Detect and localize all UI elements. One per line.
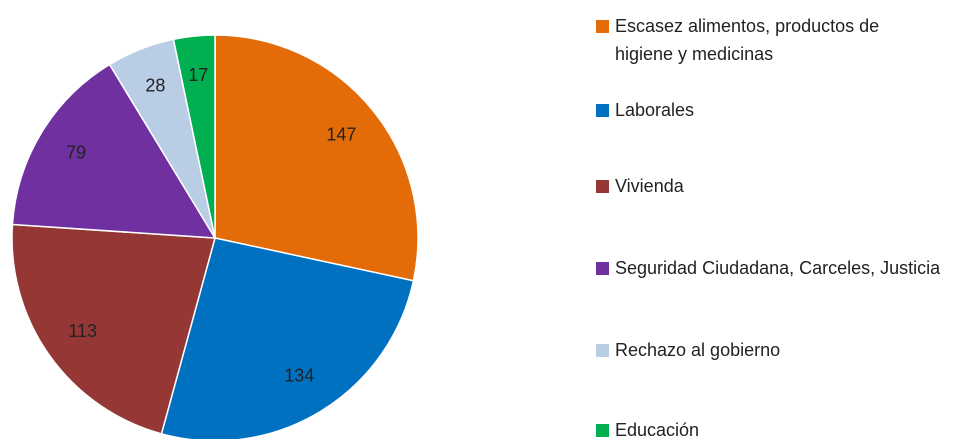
pie-slice xyxy=(11,63,217,239)
data-label: 79 xyxy=(66,142,86,162)
legend-label: Vivienda xyxy=(615,176,684,196)
legend-swatch xyxy=(596,344,609,357)
data-label: 147 xyxy=(326,125,356,145)
data-label: 113 xyxy=(68,321,97,341)
data-label: 17 xyxy=(188,65,208,85)
legend-swatch xyxy=(596,104,609,117)
data-label: 28 xyxy=(145,76,165,96)
legend-item: Rechazo al gobierno xyxy=(596,336,941,364)
legend-item: Laborales xyxy=(596,96,941,124)
legend-swatch xyxy=(596,20,609,33)
pie-slice xyxy=(160,237,415,439)
pie-slice xyxy=(214,34,419,282)
legend-swatch xyxy=(596,424,609,437)
pie-slice xyxy=(11,223,216,435)
legend-item: Escasez alimentos, productos de higiene … xyxy=(596,12,941,68)
pie-slice xyxy=(172,34,216,239)
legend-item: Educación xyxy=(596,416,941,439)
legend-swatch xyxy=(596,262,609,275)
legend-label: Rechazo al gobierno xyxy=(615,340,781,360)
legend-label: Escasez alimentos, productos de higiene … xyxy=(615,16,880,64)
legend-label: Laborales xyxy=(615,100,695,120)
legend-item: Vivienda xyxy=(596,172,941,200)
data-label: 134 xyxy=(284,366,314,386)
legend-label: Educación xyxy=(615,420,700,439)
legend-item: Seguridad Ciudadana, Carceles, Justicia xyxy=(596,254,941,282)
legend-swatch xyxy=(596,180,609,193)
legend-label: Seguridad Ciudadana, Carceles, Justicia xyxy=(615,258,941,278)
